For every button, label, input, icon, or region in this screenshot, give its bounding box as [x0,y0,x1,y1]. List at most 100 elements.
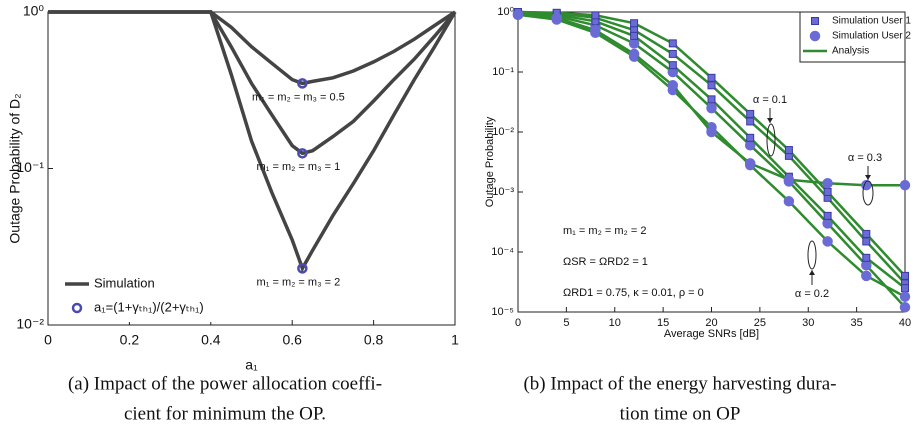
x-tick-label: 35 [851,317,863,329]
marker-square [630,31,639,40]
y-tick-label: 10⁻⁵ [491,306,514,318]
annotation: m₁ = m₂ = m₂ = 2 [563,225,646,237]
annotation: α = 0.2 [795,288,829,300]
x-tick-label: 20 [705,317,717,329]
y-tick-label: 10⁻³ [492,186,514,198]
x-tick-label: 0.4 [201,332,221,348]
marker-square [668,61,677,70]
marker-circle [628,48,640,60]
marker-circle [899,301,911,313]
x-tick-label: 1 [451,332,459,348]
marker-square [823,188,832,196]
marker-circle [297,78,308,89]
y-axis-label: Outage Probability [484,116,496,207]
marker-square [630,19,639,28]
marker-circle [861,270,872,282]
x-tick-label: 5 [563,317,569,329]
x-tick-label: 40 [899,317,911,329]
x-tick-label: 0.6 [282,332,302,348]
marker-square [823,211,832,220]
annotation: ΩRD1 = 0.75, κ = 0.01, ρ = 0 [563,287,704,299]
marker-circle [628,38,640,49]
marker-circle [822,177,833,189]
highlight-ellipse [862,180,874,206]
marker-square [862,237,871,246]
marker-circle [899,291,911,302]
marker-circle [512,9,524,20]
marker-circle [590,24,601,36]
marker-circle [744,158,756,169]
marker-square [746,133,755,142]
marker-circle [861,260,872,271]
series-line [48,10,457,156]
x-tick-label: 15 [657,317,669,329]
y-tick-label: 10⁻¹ [492,66,514,78]
marker-square [862,229,871,238]
x-tick-label: 0 [515,317,521,329]
y-tick-label: 10⁻⁴ [491,246,514,258]
marker-square [862,253,871,262]
legend-label: Analysis [832,46,869,57]
annotation: m₁ = m₂ = m₃ = 2 [257,276,341,288]
marker-square [746,117,755,126]
marker-square [668,39,677,48]
marker-circle [706,102,717,114]
caption: tion time on OP [620,403,741,424]
marker-circle [899,179,911,191]
annotation: α = 0.3 [848,152,882,164]
marker-circle [297,263,308,274]
legend-box [55,272,240,322]
legend-marker [811,17,819,25]
x-tick-label: 0 [44,332,52,348]
x-tick-label: 25 [754,317,766,329]
legend-label: Simulation User 1 [832,16,911,27]
marker-circle [744,140,756,151]
legend-label: Simulation [94,275,155,290]
marker-circle [297,148,308,159]
legend-label: a₁=(1+γₜₕ₁)/(2+γₜₕ₁) [94,299,204,314]
arrow-head [809,270,815,275]
caption: (a) Impact of the power allocation coeff… [68,373,382,394]
marker-circle [783,196,795,207]
x-tick-label: 0.2 [120,332,140,348]
x-tick-label: 30 [802,317,814,329]
x-tick-label: 10 [609,317,621,329]
annotation: m₁ = m₂ = m₃ = 1 [257,161,341,173]
y-tick-label: 10⁻² [492,126,514,138]
series-line [48,10,457,273]
marker-square [901,271,909,280]
x-tick-label: 0.8 [364,332,384,348]
legend-marker [71,302,83,314]
annotation: m₁ = m₂ = m₃ = 0.5 [252,91,345,103]
y-tick-label: 10⁰ [23,3,45,19]
x-axis-label: a₁ [245,357,258,373]
arrow-head [767,118,773,123]
highlight-ellipse [766,123,776,157]
annotation: α = 0.1 [753,94,787,106]
x-axis-label: Average SNRs [dB] [664,328,759,340]
y-tick-label: 10⁻¹ [16,159,44,175]
series-line [48,10,456,86]
marker-circle [551,12,562,24]
marker-square [901,284,909,293]
marker-circle [822,236,833,247]
highlight-ellipse [807,240,817,270]
marker-circle [706,126,717,138]
marker-square [707,95,716,104]
marker-square [668,49,677,58]
marker-square [707,81,716,90]
y-tick-label: 10⁰ [497,6,514,18]
arrow-head [865,175,871,180]
marker-square [784,146,793,155]
marker-square [591,11,600,20]
marker-square [707,73,716,82]
caption: (b) Impact of the energy harvesting dura… [523,373,836,394]
legend-label: Simulation User 2 [832,31,911,42]
caption: cient for minimum the OP. [124,403,326,424]
marker-square [746,109,755,118]
marker-circle [667,80,679,91]
marker-circle [783,174,795,186]
annotation: ΩSR = ΩRD2 = 1 [563,256,648,268]
y-axis-label: Outage Probability of D₂ [7,93,23,243]
